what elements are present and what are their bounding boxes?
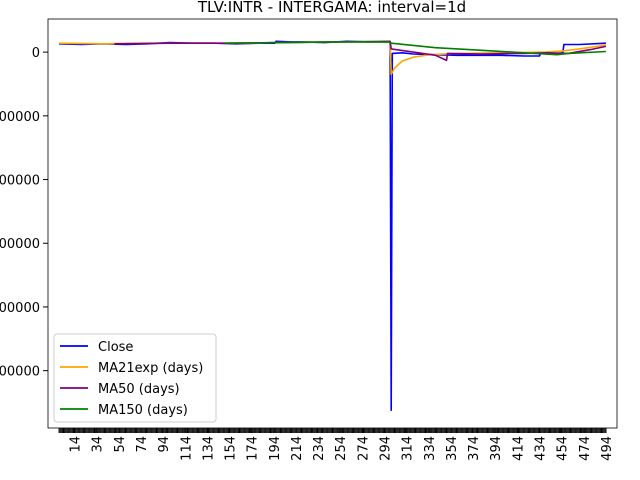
x-tick-label: 294 [379,436,394,461]
x-tick-label: 174 [246,436,261,461]
x-tick-label: 454 [556,436,571,461]
x-tick-label: 314 [401,436,416,461]
y-tick-label: 0 [32,46,40,61]
series-group [59,40,607,411]
x-tick-label: 74 [135,436,150,453]
y-tick-label: 00000 [0,174,40,189]
x-tick-label: 254 [334,436,349,461]
x-tick-label: 54 [113,436,128,453]
y-tick-label: 00000 [0,110,40,125]
x-tick-label: 234 [312,436,327,461]
x-tick-label: 114 [179,436,194,461]
x-tick-label: 194 [268,436,283,461]
x-tick-label: 214 [290,436,305,461]
x-tick-label: 274 [356,436,371,461]
x-axis: 14 34 54 74 94 114 134 154 174 194 214 234 254 274 294… [58,428,615,461]
x-tick-label: 154 [224,436,239,461]
x-tick-label: 434 [534,436,549,461]
legend: Close MA21exp (days) MA50 (days) MA150 (day… [53,333,217,423]
x-tick-label: 414 [511,436,526,461]
legend-box [53,333,217,423]
x-tick-label: 34 [91,436,106,453]
series-line-3 [114,40,607,62]
legend-label: MA50 (days) [98,382,180,397]
y-tick-label: 00000 [0,365,40,380]
x-tick-label: 334 [423,436,438,461]
x-tick-label: 474 [578,436,593,461]
x-tick-label: 134 [201,436,216,461]
x-tick-label: 374 [467,436,482,461]
x-tick-label: 354 [445,436,460,461]
legend-label: MA21exp (days) [98,361,203,376]
series-line-4 [225,41,606,56]
x-tick-label: 94 [157,436,172,453]
x-tick-label: 494 [600,436,615,461]
legend-label: MA150 (days) [98,403,188,418]
x-tick-label: 14 [69,436,84,453]
chart-title: TLV:INTR - INTERGAMA: interval=1d [197,0,466,16]
x-tick-label: 394 [489,436,504,461]
legend-label: Close [98,340,133,355]
y-tick-label: 00000 [0,301,40,316]
y-tick-label: 00000 [0,237,40,252]
series-line-2 [59,41,607,76]
